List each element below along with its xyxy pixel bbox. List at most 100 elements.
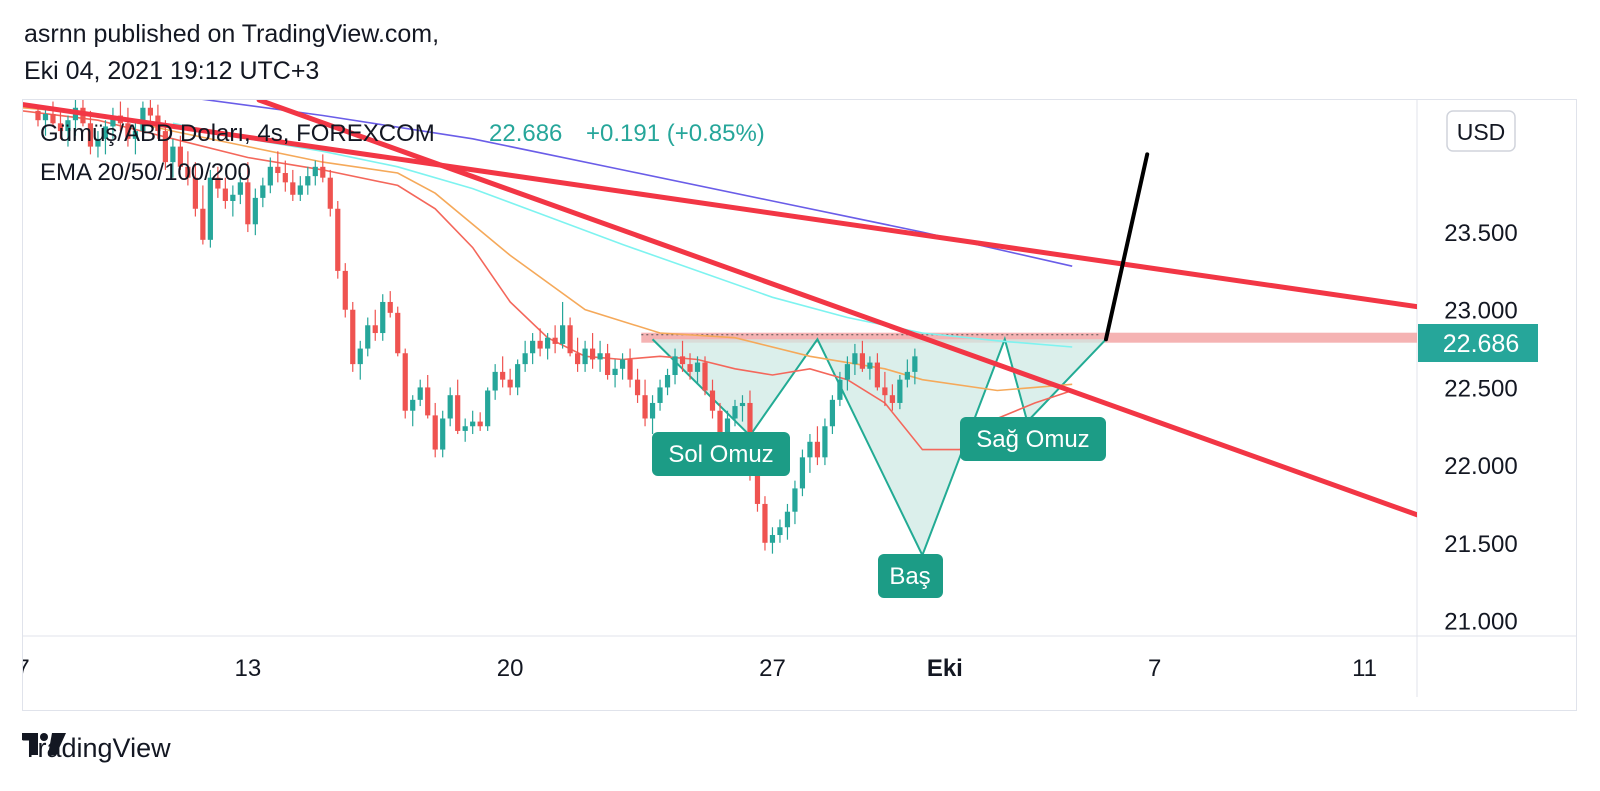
candle: [282, 160, 288, 192]
candle: [102, 120, 109, 155]
candle: [537, 328, 543, 357]
candle: [357, 340, 363, 380]
candle: [402, 348, 408, 419]
x-tick-label: Eki: [927, 655, 963, 682]
candle: [290, 169, 296, 201]
candle: [447, 387, 453, 427]
currency-button-label: USD: [1457, 119, 1506, 145]
candle: [485, 387, 491, 431]
ema20-line: [23, 110, 1073, 451]
legend-price: 22.686: [489, 120, 562, 147]
candle: [440, 410, 446, 458]
candle: [50, 101, 56, 127]
label-right-shoulder-bg: [960, 417, 1106, 461]
candle: [679, 340, 686, 372]
candle: [455, 379, 461, 435]
legend-change: +0.191 (+0.85%): [586, 120, 765, 147]
y-tick-label: 23.000: [1444, 298, 1517, 325]
label-left-shoulder[interactable]: Sol Omuz: [652, 432, 790, 476]
currency-button[interactable]: USD: [1446, 110, 1516, 152]
footer: TradingView: [22, 733, 171, 764]
plot-area: [23, 100, 1417, 558]
candle: [837, 371, 843, 407]
candle: [567, 317, 573, 357]
chart-frame: [22, 99, 1577, 711]
candle: [237, 173, 243, 205]
candle: [297, 176, 303, 201]
last-price-text: 22.686: [1443, 330, 1519, 358]
currency-button-bg[interactable]: [1446, 110, 1516, 152]
candle: [882, 371, 888, 407]
candle: [582, 340, 588, 372]
candle: [365, 317, 371, 357]
candle: [799, 449, 806, 497]
candle: [260, 177, 266, 208]
candle: [694, 356, 701, 385]
candle: [522, 340, 528, 372]
x-tick-label: 11: [1352, 655, 1377, 682]
y-tick-label: 22.000: [1444, 453, 1517, 480]
projection-line[interactable]: [1103, 152, 1150, 342]
candle: [597, 340, 603, 372]
candle: [912, 348, 918, 385]
ema100-line: [172, 122, 1073, 348]
trendline-lower[interactable]: [256, 100, 1417, 518]
candle: [500, 356, 506, 388]
candle: [649, 395, 656, 435]
candle: [859, 340, 865, 372]
x-tick-label: 7: [16, 655, 29, 682]
candle: [342, 263, 348, 318]
candle: [867, 356, 873, 380]
candle: [395, 306, 401, 357]
candle: [897, 374, 903, 410]
label-head[interactable]: Baş: [878, 554, 943, 598]
neckline-band: [641, 332, 1417, 343]
candle: [530, 333, 536, 365]
label-right-shoulder-text: Sağ Omuz: [976, 426, 1089, 453]
last-price-bg: [1418, 324, 1538, 362]
candle: [380, 294, 386, 341]
x-tick-label: 13: [234, 655, 261, 682]
ema200-line: [201, 100, 1073, 267]
candle: [777, 519, 783, 543]
y-tick-label: 22.500: [1444, 375, 1517, 402]
candle: [305, 166, 311, 195]
x-tick-label: 7: [1148, 655, 1161, 682]
candle: [65, 115, 71, 147]
candle: [222, 177, 228, 209]
candle: [125, 107, 131, 147]
candle: [215, 166, 221, 198]
candle: [162, 120, 168, 170]
label-right-shoulder[interactable]: Sağ Omuz: [960, 417, 1106, 461]
candle: [642, 379, 648, 427]
candle: [664, 368, 671, 396]
candle: [87, 110, 94, 155]
x-tick-label: 20: [497, 655, 524, 682]
candle: [844, 356, 851, 391]
candle: [335, 200, 341, 279]
legend-indicator: EMA 20/50/100/200: [40, 159, 251, 186]
candle: [814, 426, 821, 466]
candle: [170, 138, 176, 178]
publish-date: Eki 04, 2021 19:12 UTC+3: [24, 57, 320, 85]
candle: [792, 480, 798, 525]
candle: [200, 185, 206, 245]
candle: [42, 107, 49, 136]
candle: [709, 379, 716, 419]
candle: [410, 395, 416, 427]
ema50-line: [23, 107, 1073, 392]
candle: [462, 418, 468, 442]
y-tick-label: 23.500: [1444, 220, 1517, 247]
trendline-upper[interactable]: [23, 102, 1417, 310]
candle: [110, 107, 116, 139]
candle: [95, 131, 101, 158]
candle: [470, 410, 476, 435]
candle: [432, 402, 438, 458]
candle: [604, 343, 611, 380]
candle: [230, 185, 236, 217]
legend: Gümüş/ABD Doları, 4s, FOREXCOM 22.686 +0…: [40, 120, 765, 186]
candle: [387, 291, 393, 318]
candle: [425, 374, 431, 419]
candle: [739, 395, 746, 422]
